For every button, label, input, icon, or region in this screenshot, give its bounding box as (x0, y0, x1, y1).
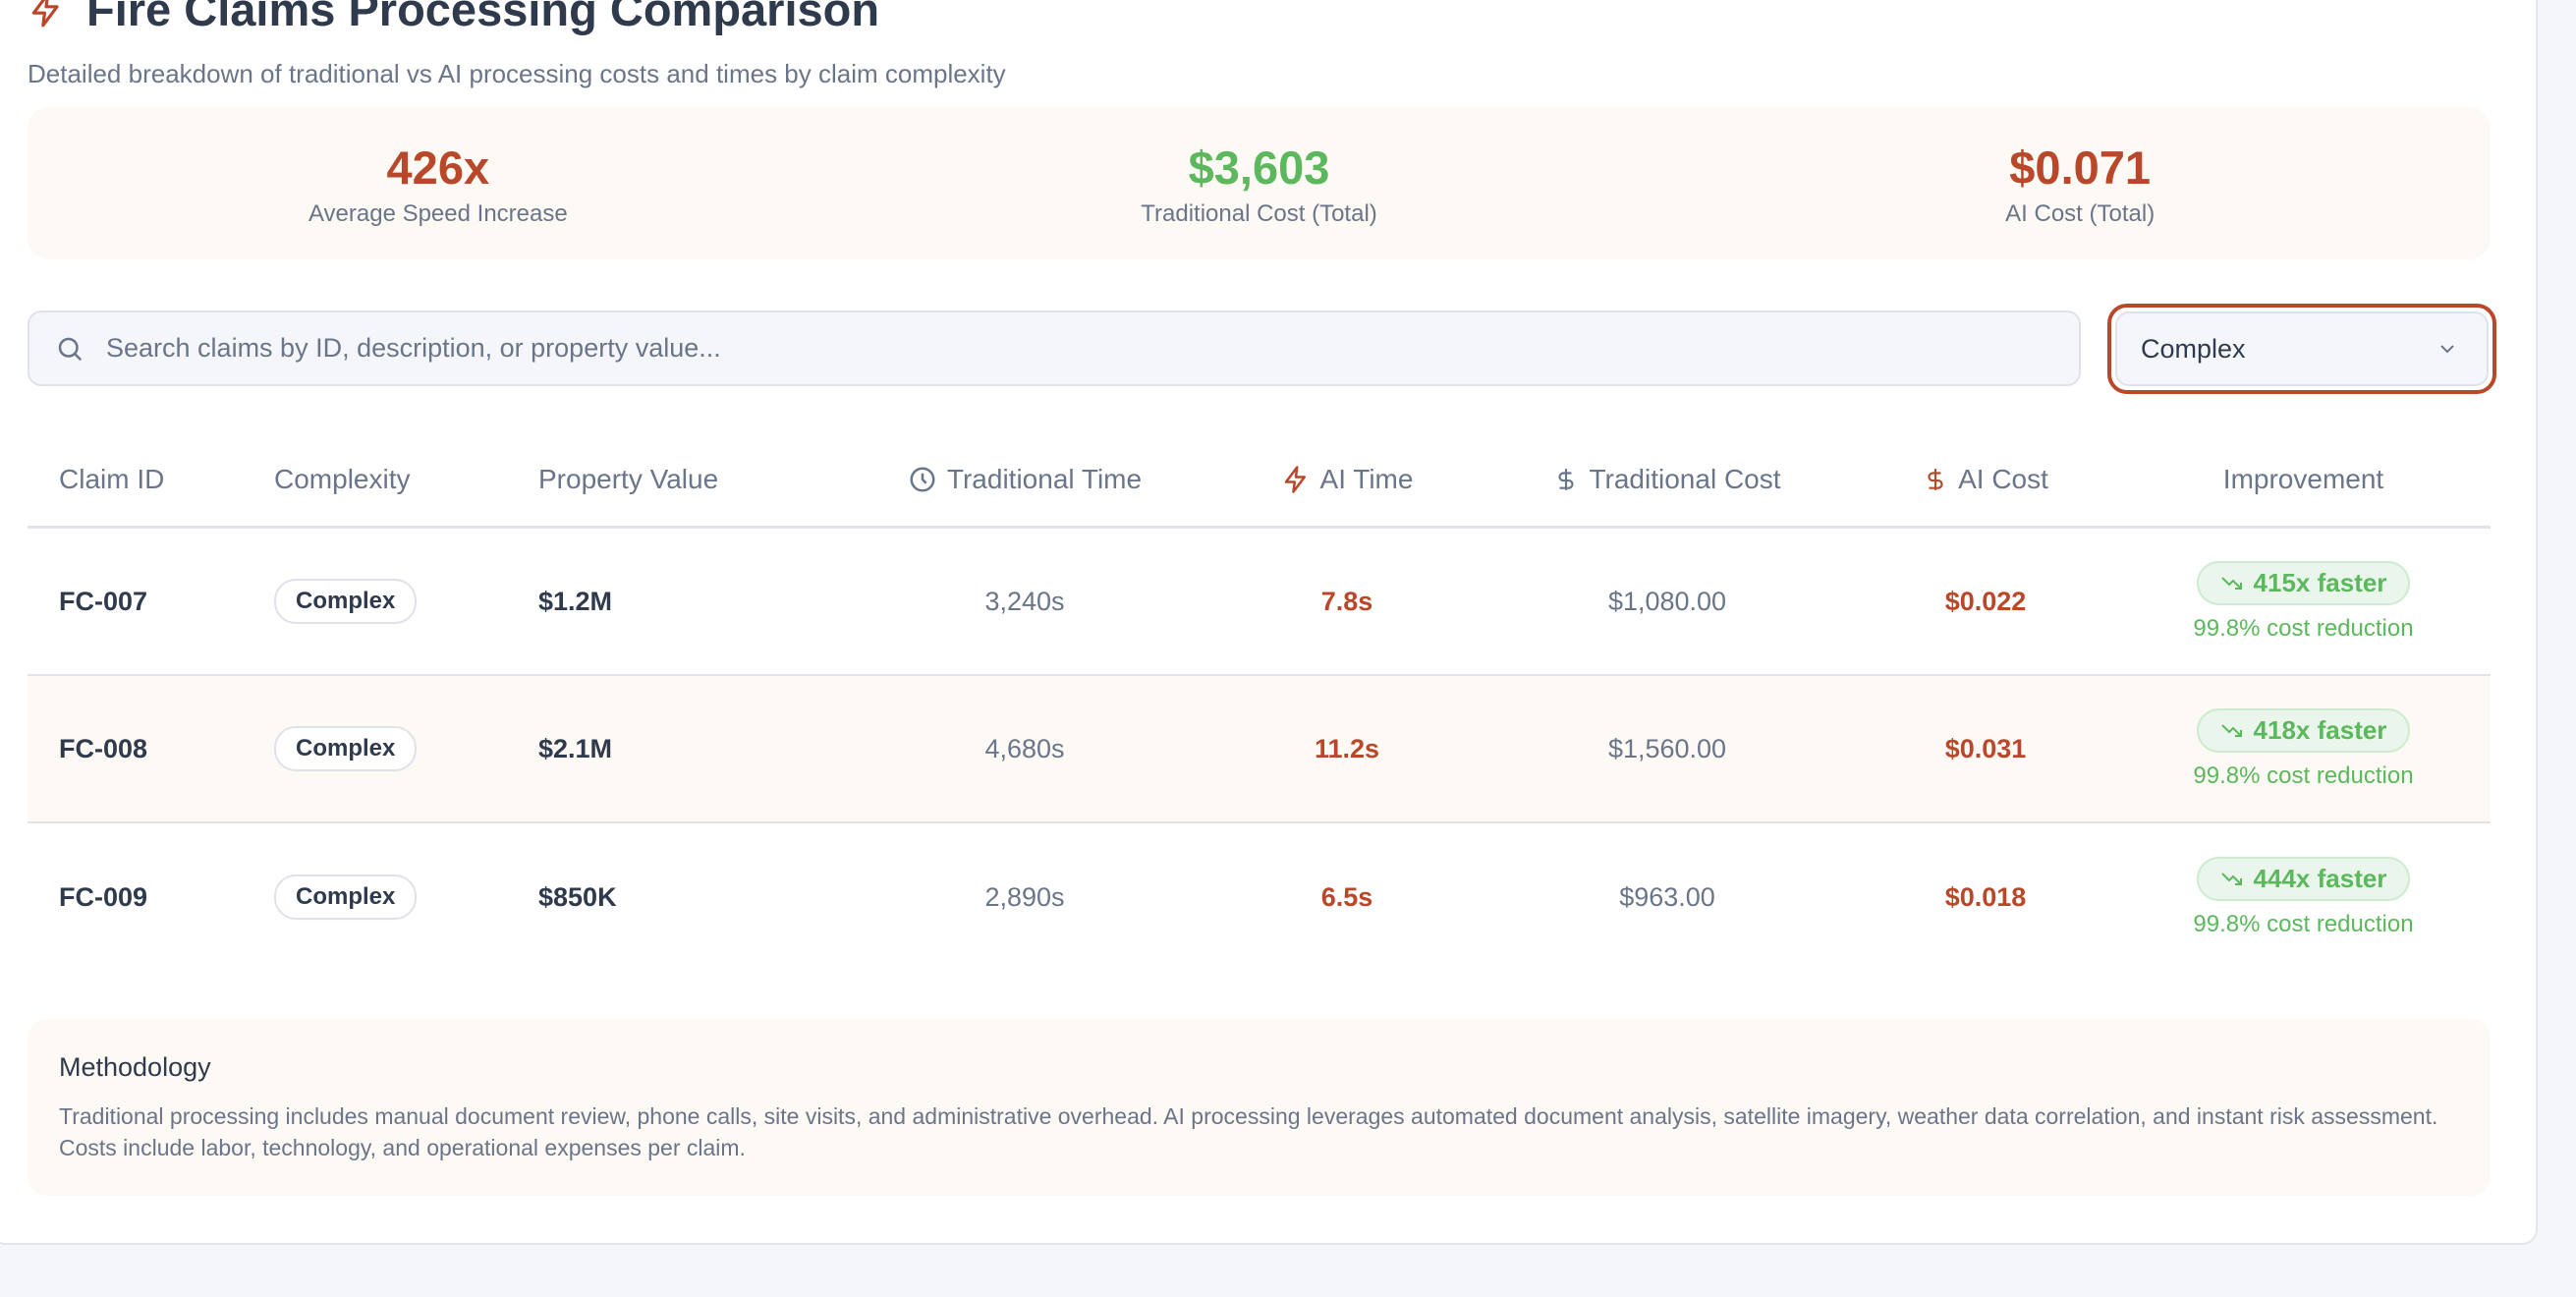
property-value: $850K (538, 881, 617, 912)
table-row[interactable]: FC-007 Complex $1.2M 3,240s 7.8s $1,080.… (28, 529, 2491, 676)
col-label: Traditional Cost (1589, 463, 1781, 494)
speed-text: 415x faster (2253, 567, 2387, 597)
stat-value: 426x (386, 141, 490, 194)
claim-id: FC-007 (59, 586, 148, 616)
page-title: Fire Claims Processing Comparison (28, 0, 879, 36)
cost-reduction: 99.8% cost reduction (2193, 614, 2414, 642)
cost-reduction: 99.8% cost reduction (2193, 761, 2414, 789)
traditional-time: 2,890s (984, 881, 1065, 912)
property-value: $1.2M (538, 586, 613, 616)
property-value: $2.1M (538, 733, 613, 763)
col-ai-cost: AI Cost (1855, 464, 2116, 495)
traditional-time: 4,680s (984, 733, 1065, 763)
complexity-badge: Complex (274, 726, 418, 771)
cost-reduction: 99.8% cost reduction (2193, 910, 2414, 937)
claim-id: FC-008 (59, 733, 148, 763)
col-ai-time: AI Time (1214, 464, 1480, 495)
subtitle: Detailed breakdown of traditional vs AI … (28, 59, 1006, 88)
speed-badge: 444x faster (2196, 856, 2411, 901)
improvement: 418x faster 99.8% cost reduction (2116, 707, 2491, 790)
traditional-cost: $1,080.00 (1607, 586, 1727, 616)
ai-time: 7.8s (1320, 586, 1373, 616)
stat-value: $0.071 (2009, 141, 2152, 194)
ai-cost: $0.022 (1944, 586, 2027, 616)
speed-badge: 415x faster (2196, 560, 2411, 605)
methodology-text: Traditional processing includes manual d… (59, 1103, 2438, 1160)
chevron-down-icon (2440, 345, 2454, 354)
col-complexity: Complexity (274, 463, 411, 494)
speed-badge: 418x faster (2196, 707, 2411, 753)
improvement: 415x faster 99.8% cost reduction (2116, 560, 2491, 643)
search-input[interactable] (106, 333, 1973, 364)
complexity-filter-select[interactable]: Complex (2107, 304, 2496, 394)
col-property-value: Property Value (538, 463, 719, 494)
lightning-icon (1284, 465, 1306, 493)
lightning-icon (31, 0, 59, 27)
stat-speed: 426x Average Speed Increase (28, 107, 849, 259)
stat-label: Average Speed Increase (308, 200, 568, 227)
complexity-badge: Complex (274, 579, 418, 624)
trending-down-icon (2220, 873, 2242, 885)
title-text: Fire Claims Processing Comparison (86, 0, 880, 35)
trending-down-icon (2220, 724, 2242, 737)
summary-stats: 426x Average Speed Increase $3,603 Traditi… (28, 107, 2491, 259)
col-traditional-cost: Traditional Cost (1480, 464, 1855, 495)
search-box[interactable] (28, 310, 2081, 386)
dollar-icon (1928, 468, 1943, 490)
stat-traditional-cost: $3,603 Traditional Cost (Total) (849, 107, 1670, 259)
col-claim-id: Claim ID (59, 463, 165, 494)
ai-cost: $0.018 (1944, 881, 2027, 912)
methodology-box: Methodology Traditional processing inclu… (28, 1019, 2491, 1196)
col-label: AI Time (1319, 463, 1414, 494)
claim-id: FC-009 (59, 881, 148, 912)
search-icon (58, 337, 83, 361)
table-row[interactable]: FC-008 Complex $2.1M 4,680s 11.2s $1,560… (28, 676, 2491, 823)
improvement: 444x faster 99.8% cost reduction (2116, 856, 2491, 938)
dollar-icon (1558, 468, 1575, 490)
ai-time: 11.2s (1314, 733, 1380, 763)
stat-value: $3,603 (1188, 141, 1330, 194)
clock-icon (910, 467, 935, 491)
trending-down-icon (2220, 577, 2242, 590)
methodology-title: Methodology (59, 1052, 211, 1082)
col-label: Traditional Time (946, 463, 1143, 494)
claims-table: Claim ID Complexity Property Value Tradi… (28, 432, 2491, 971)
complexity-badge: Complex (274, 874, 418, 920)
traditional-time: 3,240s (984, 586, 1065, 616)
stat-label: Traditional Cost (Total) (1141, 200, 1377, 227)
stat-label: AI Cost (Total) (2005, 200, 2156, 227)
selected-value: Complex (2141, 333, 2246, 364)
table-header: Claim ID Complexity Property Value Tradi… (28, 432, 2491, 529)
col-improvement: Improvement (2222, 463, 2384, 494)
table-row[interactable]: FC-009 Complex $850K 2,890s 6.5s $963.00… (28, 823, 2491, 971)
traditional-cost: $963.00 (1619, 881, 1715, 912)
ai-time: 6.5s (1320, 881, 1373, 912)
col-label: AI Cost (1958, 463, 2048, 494)
stat-ai-cost: $0.071 AI Cost (Total) (1669, 107, 2491, 259)
ai-cost: $0.031 (1944, 733, 2027, 763)
col-traditional-time: Traditional Time (835, 464, 1214, 495)
speed-text: 444x faster (2253, 863, 2387, 893)
speed-text: 418x faster (2253, 714, 2387, 745)
traditional-cost: $1,560.00 (1607, 733, 1727, 763)
